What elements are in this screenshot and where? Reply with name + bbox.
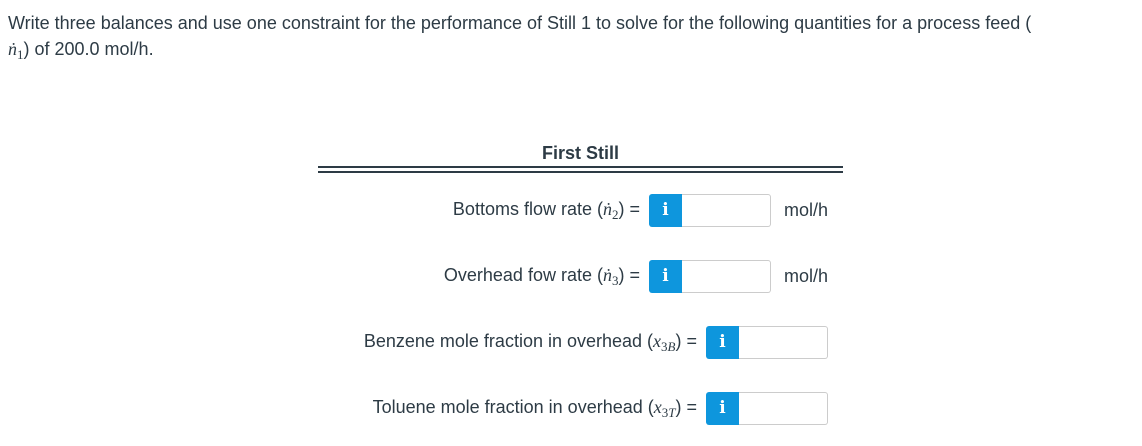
subscript-number: 3 (661, 338, 668, 354)
info-icon[interactable]: i (706, 326, 739, 359)
label-equals: ) = (675, 396, 697, 417)
answer-rows: Bottoms flow rate (ṅ2) = i mol/h Overhea… (318, 194, 843, 425)
x3b-symbol: x (653, 330, 662, 351)
row-benzene-mole-fraction: Benzene mole fraction in overhead (x3B) … (318, 326, 828, 359)
info-icon[interactable]: i (648, 194, 682, 227)
n2-subscript: 2 (612, 207, 619, 222)
row-label: Toluene mole fraction in overhead (x3T) … (373, 397, 697, 421)
benzene-mole-fraction-input[interactable] (739, 326, 828, 359)
n3-symbol: ṅ (602, 264, 612, 285)
table-header-rule (318, 166, 843, 173)
subscript-letter: B (667, 338, 676, 354)
label-equals: ) = (618, 264, 640, 285)
row-bottoms-flow-rate: Bottoms flow rate (ṅ2) = i mol/h (318, 194, 828, 227)
label-equals: ) = (618, 198, 640, 219)
n3-subscript: 3 (612, 273, 619, 288)
label-equals: ) = (675, 330, 697, 351)
answer-group: i (648, 194, 771, 227)
label-text: Toluene mole fraction in overhead ( (372, 396, 654, 417)
question-line-1: Write three balances and use one constra… (8, 13, 1032, 33)
question-text: Write three balances and use one constra… (8, 10, 1134, 68)
row-overhead-flow-rate: Overhead fow rate (ṅ3) = i mol/h (318, 260, 828, 293)
bottoms-flow-rate-input[interactable] (681, 194, 771, 227)
unit-label: mol/h (783, 266, 828, 286)
toluene-mole-fraction-input[interactable] (739, 392, 828, 425)
info-icon[interactable]: i (648, 260, 682, 293)
subscript-number: 2 (611, 206, 619, 222)
quiz-question-page: Write three balances and use one constra… (8, 10, 1134, 425)
subscript-letter: T (668, 404, 676, 420)
n2-symbol: ṅ (602, 198, 612, 219)
question-line-2: ṅ1) of 200.0 mol/h. (8, 36, 1134, 68)
table-title: First Still (541, 143, 619, 163)
info-icon[interactable]: i (706, 392, 739, 425)
feed-symbol: ṅ (8, 39, 17, 59)
label-text: Overhead fow rate ( (443, 264, 603, 285)
row-label: Overhead fow rate (ṅ3) = (444, 265, 640, 289)
first-still-table: First Still Bottoms flow rate (ṅ2) = i m… (318, 140, 843, 425)
row-label: Bottoms flow rate (ṅ2) = (453, 199, 640, 223)
answer-group: i (706, 326, 828, 359)
question-line-2-rest: ) of 200.0 mol/h. (23, 39, 154, 59)
feed-subscript: 1 (17, 47, 24, 62)
row-toluene-mole-fraction: Toluene mole fraction in overhead (x3T) … (318, 392, 828, 425)
label-text: Bottoms flow rate ( (452, 198, 603, 219)
x3t-subscript: 3T (662, 405, 676, 420)
subscript-number: 3 (661, 404, 669, 420)
unit-label: mol/h (783, 200, 828, 220)
overhead-flow-rate-input[interactable] (681, 260, 771, 293)
row-label: Benzene mole fraction in overhead (x3B) … (364, 331, 697, 355)
answer-group: i (706, 392, 828, 425)
subscript-number: 3 (611, 272, 619, 288)
x3t-symbol: x (653, 396, 662, 417)
label-text: Benzene mole fraction in overhead ( (363, 330, 654, 351)
answer-group: i (648, 260, 771, 293)
x3b-subscript: 3B (661, 339, 675, 354)
